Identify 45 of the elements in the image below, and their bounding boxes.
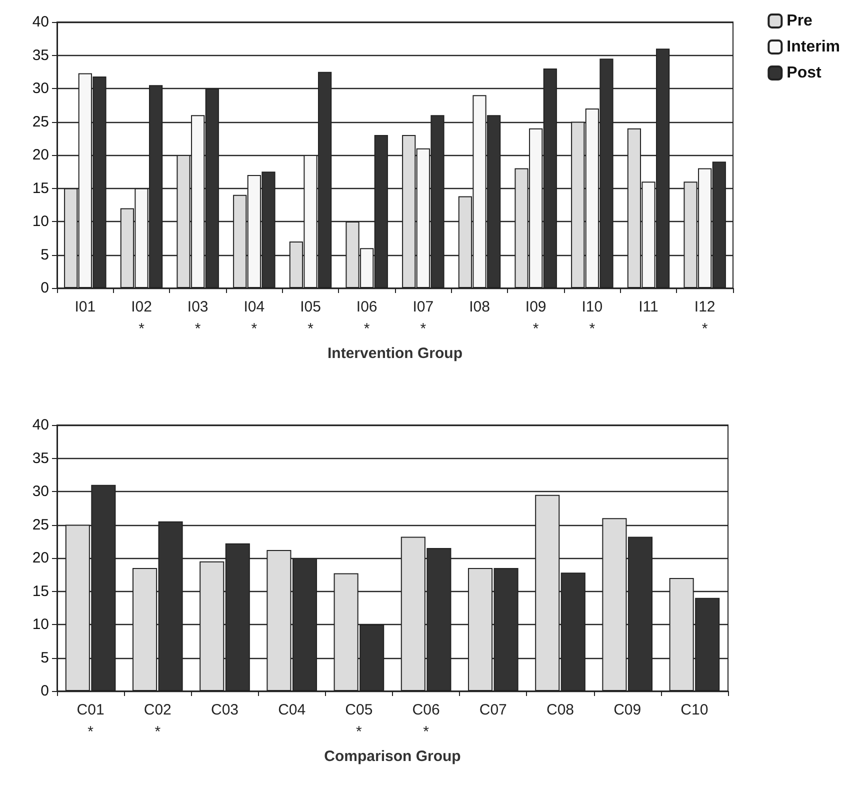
y-tick-label: 0 — [40, 682, 49, 700]
x-tick-label: I10 * — [582, 298, 603, 338]
x-tick-label: C05 * — [345, 702, 373, 740]
x-tick-label: I07 * — [412, 298, 434, 338]
x-tick-label: C02 * — [144, 702, 172, 740]
y-tick-label: 0 — [40, 280, 49, 296]
x-axis-title: Intervention Group — [328, 345, 462, 362]
y-tick-label: 5 — [40, 246, 49, 264]
x-tick-label: C08 — [546, 702, 574, 718]
y-tick-label: 30 — [32, 483, 49, 500]
y-tick-label: 40 — [32, 416, 49, 434]
y-tick-label: 20 — [32, 550, 49, 566]
x-tick-label: C03 — [210, 702, 239, 718]
x-tick-label: C04 — [278, 702, 306, 718]
x-tick-label: I11 — [638, 298, 658, 316]
y-tick-label: 10 — [32, 213, 49, 230]
x-tick-label: I01 — [74, 298, 96, 316]
x-tick-label: I06 * — [356, 298, 378, 338]
legend-label: Pre — [786, 12, 813, 30]
y-tick-label: 5 — [40, 649, 49, 666]
y-tick-label: 30 — [32, 80, 49, 97]
y-tick-label: 15 — [32, 582, 49, 600]
legend-label: Interim — [786, 38, 840, 56]
y-tick-label: 35 — [32, 450, 49, 467]
x-tick-label: I04 * — [244, 298, 265, 338]
x-tick-label: I12 * — [694, 298, 716, 338]
x-tick-label: C06 * — [412, 702, 440, 740]
x-tick-label: I05 * — [300, 298, 321, 338]
y-tick-label: 15 — [32, 180, 49, 197]
x-axis-title: Comparison Group — [324, 748, 461, 765]
x-tick-label: I09 * — [525, 298, 546, 338]
y-tick-label: 20 — [32, 146, 49, 164]
y-tick-label: 25 — [32, 113, 49, 130]
legend-label: Post — [786, 64, 822, 82]
x-tick-label: I02 * — [131, 298, 152, 338]
x-tick-label: C10 — [680, 702, 708, 718]
y-tick-label: 10 — [32, 616, 49, 633]
x-tick-label: C01 * — [76, 702, 104, 740]
x-tick-label: I08 — [469, 298, 490, 316]
x-tick-label: I03 * — [187, 298, 208, 338]
x-tick-label: C07 — [479, 702, 507, 718]
y-tick-label: 35 — [32, 46, 49, 64]
x-tick-label: C09 — [614, 702, 642, 718]
y-tick-label: 25 — [32, 516, 49, 534]
y-tick-label: 40 — [32, 14, 49, 30]
